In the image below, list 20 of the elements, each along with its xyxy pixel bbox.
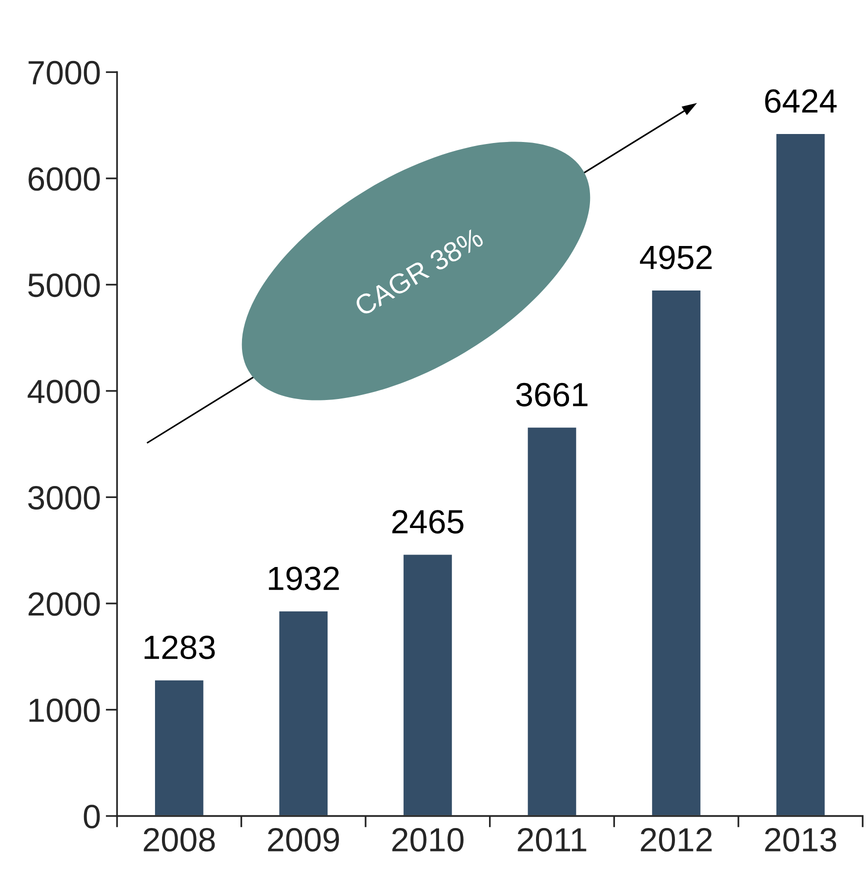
x-tick-label: 2009	[268, 828, 339, 852]
y-tick-label: 4000	[28, 380, 100, 404]
y-tick-label: 0	[84, 804, 100, 828]
data-label: 6424	[765, 89, 837, 113]
data-label: 1283	[144, 636, 215, 660]
y-tick-label: 5000	[28, 273, 100, 298]
y-tick-label: 2000	[28, 592, 100, 616]
x-tick-label: 2011	[518, 828, 586, 852]
y-tick-label: 1000	[29, 698, 100, 722]
x-tick-label: 2008	[144, 828, 215, 852]
y-tick-label: 7000	[28, 60, 100, 85]
y-tick-label: 6000	[28, 167, 100, 191]
data-label: 3661	[516, 382, 588, 406]
x-tick-label: 2013	[765, 828, 836, 852]
x-tick-label: 2010	[392, 828, 464, 852]
data-label: 4952	[640, 246, 712, 270]
data-label: 1932	[268, 566, 339, 590]
data-label: 2465	[392, 510, 464, 534]
x-tick-label: 2012	[640, 828, 712, 852]
y-tick-label: 3000	[28, 486, 100, 510]
